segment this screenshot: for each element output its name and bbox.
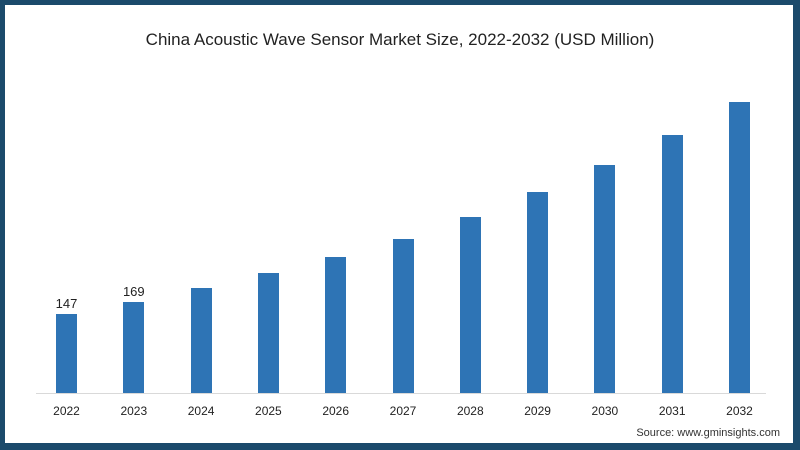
x-tick-label: 2025 (255, 404, 282, 418)
x-axis-line (36, 393, 766, 394)
x-tick-label: 2028 (456, 404, 484, 418)
source-note: Source: www.gminsights.com (636, 427, 780, 439)
x-tick-label: 2030 (591, 404, 619, 418)
data-label: 169 (122, 284, 145, 300)
x-tick-label: 2027 (389, 404, 417, 418)
bar-2028 (459, 217, 481, 393)
bar-2022 (56, 314, 77, 393)
bar-2023 (123, 302, 145, 393)
x-tick-label: 2026 (322, 404, 350, 418)
bar-2024 (190, 288, 212, 393)
x-tick-label: 2031 (658, 404, 686, 418)
x-tick-label: 2029 (524, 404, 551, 418)
data-label: 147 (55, 296, 78, 311)
chart-title: China Acoustic Wave Sensor Market Size, … (145, 30, 655, 49)
x-tick-label: 2022 (53, 404, 80, 418)
bar-2032 (729, 102, 750, 393)
x-tick-label: 2023 (120, 404, 148, 418)
bar-2029 (527, 192, 549, 393)
x-tick-label: 2024 (187, 404, 215, 418)
bar-2025 (257, 273, 279, 393)
x-tick-label: 2032 (726, 404, 753, 418)
bar-2026 (325, 257, 347, 393)
bar-2031 (661, 135, 683, 393)
bar-2030 (594, 165, 616, 393)
bar-2027 (392, 239, 414, 393)
